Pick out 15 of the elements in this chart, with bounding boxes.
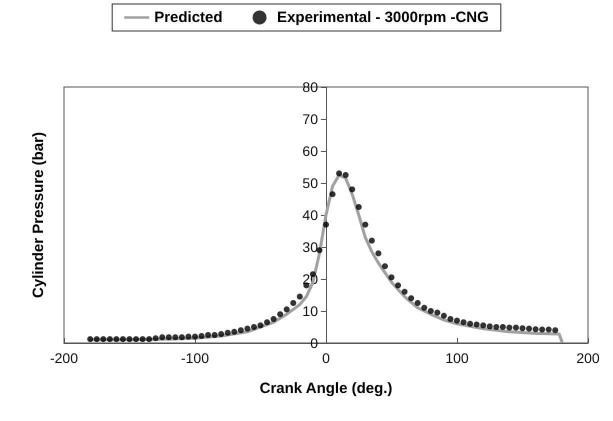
y-tick-label: 50: [302, 175, 318, 191]
x-tick-label: 200: [576, 350, 600, 366]
y-tick-label: 60: [302, 143, 318, 159]
y-tick-label: 30: [302, 239, 318, 255]
x-tick-label: -200: [50, 350, 78, 366]
x-tick-label: -100: [180, 350, 210, 366]
x-tick-label: 100: [445, 350, 469, 366]
y-tick-label: 10: [302, 303, 318, 319]
y-axis-title: Cylinder Pressure (bar): [30, 132, 47, 298]
x-axis-title: Crank Angle (deg.): [260, 380, 392, 397]
legend-label: Experimental - 3000rpm -CNG: [277, 9, 489, 26]
legend-label: Predicted: [154, 9, 223, 26]
y-tick-label: 70: [302, 111, 318, 127]
y-tick-label: 40: [302, 207, 318, 223]
x-tick-label: 0: [322, 350, 330, 366]
